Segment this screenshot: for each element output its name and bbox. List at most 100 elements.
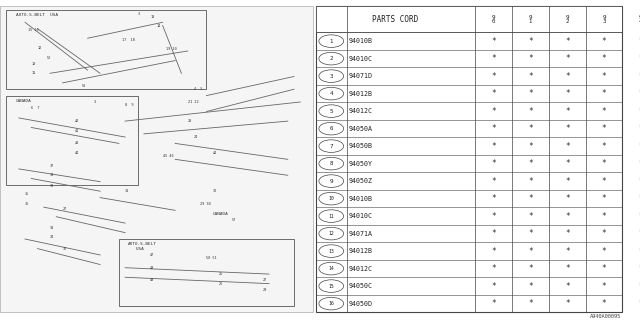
Text: 49: 49 bbox=[150, 278, 154, 283]
Text: 4  5: 4 5 bbox=[194, 87, 202, 91]
Text: 94010C: 94010C bbox=[349, 56, 373, 62]
Text: *: * bbox=[492, 194, 496, 203]
Text: *: * bbox=[528, 159, 533, 168]
Text: *: * bbox=[492, 124, 496, 133]
Text: *: * bbox=[492, 247, 496, 256]
Text: 37: 37 bbox=[50, 164, 54, 168]
Circle shape bbox=[319, 157, 344, 170]
Text: *: * bbox=[528, 247, 533, 256]
Text: 42: 42 bbox=[212, 151, 217, 155]
Text: 9
1: 9 1 bbox=[529, 15, 532, 24]
Text: *: * bbox=[639, 89, 640, 98]
Text: *: * bbox=[565, 194, 570, 203]
Text: 23: 23 bbox=[188, 119, 192, 123]
Text: 15: 15 bbox=[328, 284, 334, 289]
Text: 13: 13 bbox=[328, 249, 334, 253]
Text: 12: 12 bbox=[328, 231, 334, 236]
Text: 94010B: 94010B bbox=[349, 38, 373, 44]
Text: 6  7: 6 7 bbox=[31, 106, 40, 110]
Text: 3: 3 bbox=[330, 74, 333, 79]
Text: *: * bbox=[565, 264, 570, 273]
Text: *: * bbox=[639, 159, 640, 168]
Text: *: * bbox=[602, 72, 606, 81]
Text: *: * bbox=[528, 124, 533, 133]
Text: *: * bbox=[565, 299, 570, 308]
Text: 57: 57 bbox=[232, 218, 236, 222]
Text: *: * bbox=[565, 107, 570, 116]
Text: *: * bbox=[639, 54, 640, 63]
Text: *: * bbox=[639, 229, 640, 238]
Text: *: * bbox=[565, 282, 570, 291]
Text: *: * bbox=[492, 229, 496, 238]
Text: 11: 11 bbox=[31, 71, 36, 75]
Bar bbox=[0, 6, 313, 312]
Text: *: * bbox=[639, 264, 640, 273]
Text: *: * bbox=[528, 107, 533, 116]
Text: 94012C: 94012C bbox=[349, 266, 373, 272]
Circle shape bbox=[319, 297, 344, 310]
Text: 35: 35 bbox=[25, 192, 29, 196]
Text: *: * bbox=[565, 159, 570, 168]
Bar bbox=[119, 239, 294, 306]
Text: 15 16: 15 16 bbox=[28, 28, 39, 32]
Text: *: * bbox=[492, 107, 496, 116]
Text: *: * bbox=[602, 264, 606, 273]
Text: 10: 10 bbox=[328, 196, 334, 201]
Text: 43: 43 bbox=[75, 141, 79, 145]
Text: 44: 44 bbox=[75, 151, 79, 155]
Text: 94012B: 94012B bbox=[349, 91, 373, 97]
Text: 48: 48 bbox=[150, 266, 154, 270]
Text: 34: 34 bbox=[50, 236, 54, 239]
Text: 94050C: 94050C bbox=[349, 283, 373, 289]
Text: 94012C: 94012C bbox=[349, 108, 373, 114]
Text: *: * bbox=[528, 264, 533, 273]
Text: 17  18: 17 18 bbox=[122, 38, 135, 42]
Text: *: * bbox=[602, 177, 606, 186]
Text: *: * bbox=[565, 142, 570, 151]
Text: 24: 24 bbox=[194, 135, 198, 139]
Text: *: * bbox=[492, 36, 496, 46]
Text: *: * bbox=[602, 107, 606, 116]
Text: 31: 31 bbox=[125, 189, 129, 193]
Text: *: * bbox=[528, 299, 533, 308]
Text: *: * bbox=[565, 229, 570, 238]
Text: 27: 27 bbox=[263, 278, 267, 283]
Text: *: * bbox=[602, 194, 606, 203]
Text: 9
3: 9 3 bbox=[602, 15, 606, 24]
Text: 8: 8 bbox=[330, 161, 333, 166]
Text: 32: 32 bbox=[212, 189, 217, 193]
Text: *: * bbox=[528, 194, 533, 203]
Text: 94010B: 94010B bbox=[349, 196, 373, 202]
Text: *: * bbox=[492, 72, 496, 81]
Text: *: * bbox=[602, 299, 606, 308]
Circle shape bbox=[319, 70, 344, 83]
Circle shape bbox=[319, 87, 344, 100]
Text: 9
0: 9 0 bbox=[492, 15, 495, 24]
Text: 3: 3 bbox=[138, 12, 140, 16]
Text: *: * bbox=[492, 282, 496, 291]
Text: *: * bbox=[565, 36, 570, 46]
Text: *: * bbox=[492, 212, 496, 220]
Circle shape bbox=[319, 245, 344, 257]
Text: 16: 16 bbox=[328, 301, 334, 306]
Text: 47: 47 bbox=[150, 253, 154, 257]
Text: 50 51: 50 51 bbox=[207, 256, 217, 260]
Text: 14: 14 bbox=[156, 24, 161, 28]
Text: *: * bbox=[639, 212, 640, 220]
Text: *: * bbox=[639, 177, 640, 186]
Text: *: * bbox=[565, 89, 570, 98]
Text: 9
2: 9 2 bbox=[566, 15, 569, 24]
Text: *: * bbox=[639, 247, 640, 256]
Circle shape bbox=[319, 192, 344, 205]
Bar bbox=[6, 10, 207, 89]
Text: *: * bbox=[565, 247, 570, 256]
Circle shape bbox=[319, 140, 344, 152]
Text: *: * bbox=[602, 89, 606, 98]
Text: *: * bbox=[602, 282, 606, 291]
Text: 4: 4 bbox=[330, 91, 333, 96]
Circle shape bbox=[319, 35, 344, 47]
Text: 9
4: 9 4 bbox=[639, 15, 640, 24]
Text: 94012B: 94012B bbox=[349, 248, 373, 254]
Circle shape bbox=[319, 175, 344, 188]
Text: 7: 7 bbox=[330, 144, 333, 148]
